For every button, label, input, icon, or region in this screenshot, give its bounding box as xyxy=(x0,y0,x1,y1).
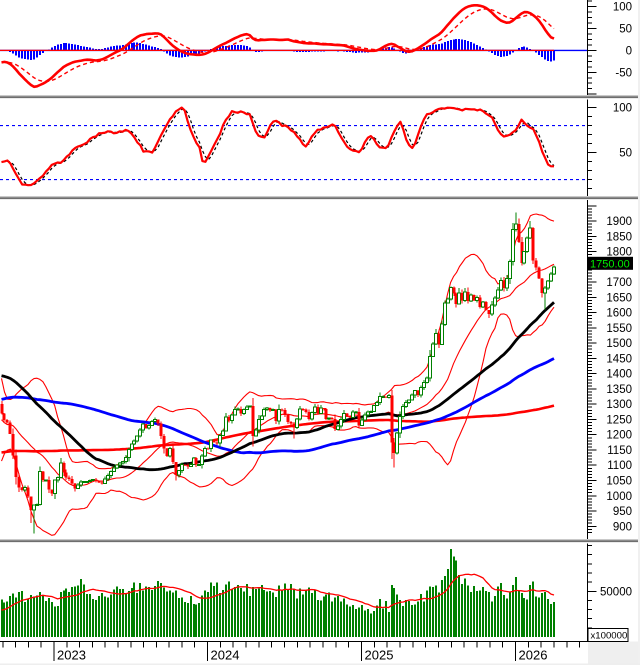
svg-text:1650: 1650 xyxy=(606,292,632,304)
svg-text:1150: 1150 xyxy=(607,445,632,457)
svg-text:1400: 1400 xyxy=(606,369,632,381)
svg-text:x100000: x100000 xyxy=(591,631,628,642)
svg-text:1100: 1100 xyxy=(607,460,632,472)
svg-text:1550: 1550 xyxy=(606,323,632,335)
svg-text:1800: 1800 xyxy=(606,247,632,259)
svg-text:950: 950 xyxy=(613,506,632,518)
svg-text:50: 50 xyxy=(619,148,632,160)
svg-text:1300: 1300 xyxy=(606,399,632,411)
svg-text:1850: 1850 xyxy=(606,231,632,243)
svg-text:1700: 1700 xyxy=(606,277,632,289)
svg-text:50000: 50000 xyxy=(600,586,632,598)
svg-text:1900: 1900 xyxy=(606,216,632,228)
svg-text:0: 0 xyxy=(626,45,632,57)
svg-text:1500: 1500 xyxy=(606,338,632,350)
svg-text:2026: 2026 xyxy=(519,648,548,663)
svg-text:900: 900 xyxy=(613,521,632,533)
svg-text:50: 50 xyxy=(619,24,632,36)
svg-text:1200: 1200 xyxy=(606,430,632,442)
svg-text:1050: 1050 xyxy=(606,476,632,488)
svg-text:1350: 1350 xyxy=(606,384,632,396)
svg-text:2025: 2025 xyxy=(365,648,394,663)
svg-text:1000: 1000 xyxy=(606,491,632,503)
svg-text:2024: 2024 xyxy=(211,648,240,663)
svg-text:100: 100 xyxy=(613,2,632,14)
svg-text:100: 100 xyxy=(613,103,632,115)
svg-text:1600: 1600 xyxy=(606,308,632,320)
svg-text:1450: 1450 xyxy=(606,353,632,365)
svg-text:1250: 1250 xyxy=(606,415,632,427)
svg-text:2023: 2023 xyxy=(57,648,86,663)
svg-text:1750.00: 1750.00 xyxy=(590,258,630,270)
svg-text:-50: -50 xyxy=(615,67,632,79)
